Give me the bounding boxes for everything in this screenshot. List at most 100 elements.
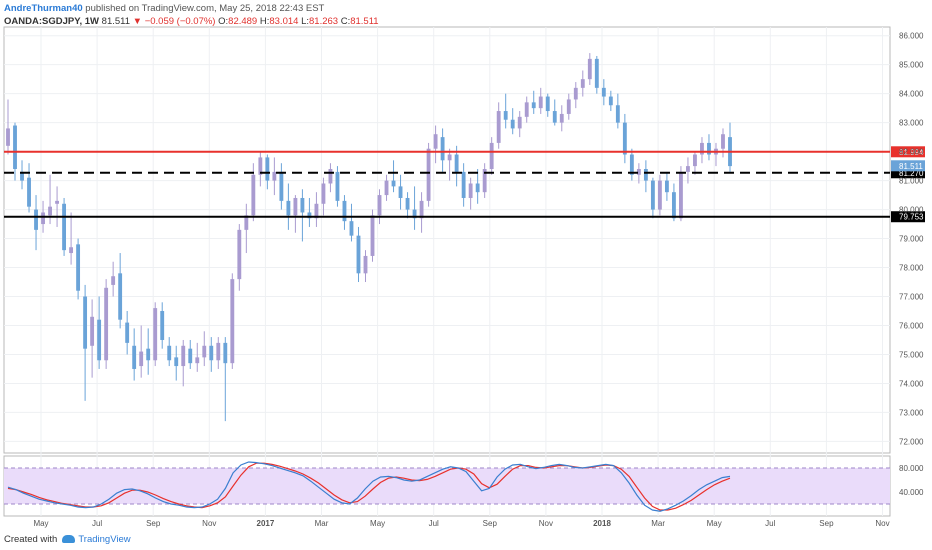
x-tick-label: Mar <box>315 519 329 528</box>
candle-body <box>6 128 10 146</box>
y-tick-label: 79.000 <box>899 235 924 244</box>
candle-body <box>503 111 508 120</box>
candle-body <box>181 345 186 367</box>
candle-body <box>398 186 403 198</box>
y-tick-label: 74.000 <box>899 379 924 388</box>
y-tick-label: 72.000 <box>899 437 924 446</box>
candle-body <box>69 247 74 254</box>
candle-body <box>272 171 277 181</box>
level-label-box <box>891 146 925 158</box>
candle-body <box>629 154 634 175</box>
y-tick-label: 85.000 <box>899 61 924 70</box>
candle-body <box>510 119 515 129</box>
candle-body <box>552 111 557 123</box>
stochastic-lines <box>7 461 731 512</box>
candles <box>6 53 732 422</box>
candle-body <box>314 203 319 219</box>
candle-body <box>566 99 571 114</box>
candle-body <box>202 345 207 358</box>
candle-body <box>195 357 200 364</box>
price-change: −0.059 (−0.07%) <box>144 16 216 27</box>
candle-body <box>412 209 417 219</box>
candle-body <box>279 171 284 201</box>
y-tick-label: 73.000 <box>899 408 924 417</box>
level-label-box <box>891 211 925 223</box>
candle-body <box>489 142 494 169</box>
candle-body <box>496 111 501 143</box>
publish-line: AndreThurman40 published on TradingView.… <box>4 2 924 15</box>
candle-body <box>20 171 24 181</box>
main-pane[interactable] <box>3 26 891 454</box>
level-label: 79.753 <box>899 213 924 222</box>
time-axis[interactable]: May Jul Sep Nov 2017 Mar May Jul Sep Nov 2018 Mar Ma… <box>33 519 889 528</box>
candle-body <box>538 96 543 109</box>
y-tick-label: 86.000 <box>899 32 924 41</box>
x-tick-label: 2017 <box>257 519 275 528</box>
candle-body <box>139 351 144 367</box>
candle-body <box>643 169 648 181</box>
candle-body <box>686 166 690 172</box>
candle-body <box>356 235 361 274</box>
stochastic-k-line <box>7 461 731 512</box>
candle-body <box>34 209 38 230</box>
author-name[interactable]: AndreThurman40 <box>4 3 83 14</box>
candle-body <box>97 319 102 361</box>
candle-body <box>440 137 445 161</box>
candle-body <box>608 96 613 106</box>
candle-body <box>426 148 431 201</box>
candle-body <box>160 311 165 340</box>
candle-body <box>300 197 305 213</box>
candle-body <box>258 157 263 175</box>
x-tick-label: 2018 <box>593 519 611 528</box>
low-value: 81.263 <box>309 16 339 27</box>
last-price-label: 81.511 <box>899 162 923 171</box>
grid-lines <box>4 27 890 516</box>
candle-body <box>671 192 676 219</box>
y-tick-label: 80.000 <box>899 206 924 215</box>
candle-body <box>111 276 116 285</box>
x-tick-label: Jul <box>765 519 775 528</box>
candle-body <box>48 206 52 216</box>
price-axis[interactable]: 86.000 85.000 84.000 83.000 82.000 81.000 80.0… <box>899 32 924 447</box>
candle-body <box>707 142 711 155</box>
candle-body <box>153 308 158 361</box>
candle-body <box>559 113 564 123</box>
candle-body <box>83 296 88 349</box>
x-tick-label: Sep <box>146 519 161 528</box>
candle-body <box>223 342 228 364</box>
x-tick-label: May <box>33 519 48 528</box>
x-tick-label: Jul <box>92 519 102 528</box>
candle-body <box>447 154 452 161</box>
horizontal-levels[interactable]: 81.994 81.270 79.753 81.511 <box>4 146 925 223</box>
candle-body <box>545 96 550 112</box>
candle-body <box>524 102 529 117</box>
y-tick-label: 78.000 <box>899 264 924 273</box>
candle-body <box>664 180 669 193</box>
candle-body <box>370 215 375 256</box>
candle-body <box>405 197 410 210</box>
candle-body <box>188 348 193 364</box>
candle-body <box>349 221 354 236</box>
candle-body <box>636 169 641 175</box>
candle-body <box>41 212 45 225</box>
tradingview-brand[interactable]: TradingView <box>78 534 131 545</box>
x-tick-label: Nov <box>539 519 553 528</box>
candle-body <box>461 171 466 198</box>
tradingview-cloud-icon <box>62 535 76 543</box>
stochastic-tick-label: 80.000 <box>899 464 924 473</box>
low-label: L: <box>301 16 309 27</box>
x-tick-label: Nov <box>875 519 889 528</box>
high-label: H: <box>259 16 270 27</box>
candle-body <box>482 169 487 193</box>
candle-body <box>615 105 620 123</box>
last-price-box <box>891 160 925 172</box>
y-tick-label: 81.000 <box>899 177 924 186</box>
stochastic-tick-label: 40.000 <box>899 488 924 497</box>
candle-body <box>321 183 326 204</box>
y-tick-label: 83.000 <box>899 119 924 128</box>
candle-body <box>363 255 368 274</box>
candle-body <box>13 125 17 169</box>
candle-body <box>475 183 480 193</box>
candle-body <box>286 200 291 216</box>
